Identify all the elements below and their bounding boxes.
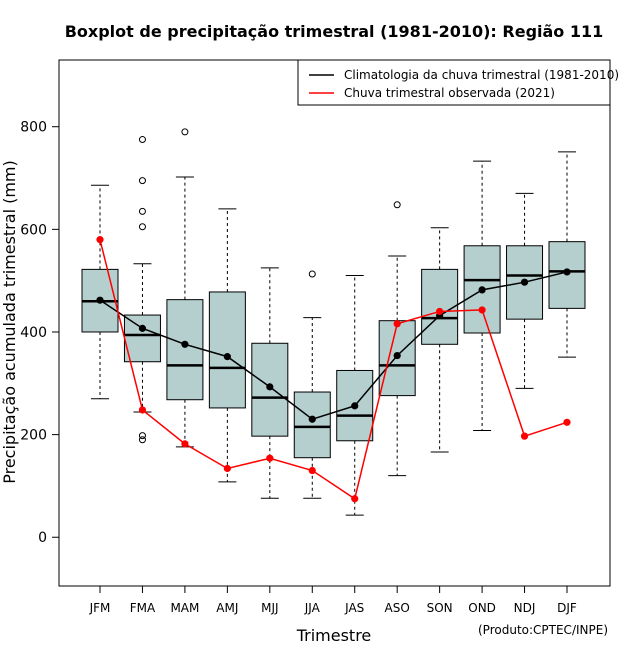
x-tick-label: MJJ [261, 601, 278, 615]
box-son [421, 227, 459, 453]
box-mam [166, 128, 204, 448]
box-ond [463, 160, 501, 432]
y-tick-label: 200 [20, 428, 47, 444]
series-point-observed [393, 320, 401, 328]
outlier-point [181, 128, 189, 136]
x-axis-label: Trimestre [296, 626, 372, 645]
outlier-point [138, 223, 146, 231]
y-tick-label: 600 [20, 222, 47, 238]
series-point-climatology [351, 402, 359, 410]
legend: Climatologia da chuva trimestral (1981-2… [297, 59, 619, 106]
x-tick-label: MAM [170, 601, 199, 615]
series-point-climatology [138, 324, 147, 332]
x-tick-label: ASO [385, 601, 410, 615]
box-ndj [506, 192, 544, 389]
series-point-climatology [308, 415, 316, 423]
series-point-observed [478, 306, 486, 314]
outlier-point [138, 432, 146, 440]
series-point-observed [181, 440, 189, 448]
box-aso [378, 201, 416, 477]
series-lines [96, 236, 571, 503]
chart-title: Boxplot de precipitação trimestral (1981… [65, 22, 604, 41]
outlier-point [393, 201, 401, 209]
series-point-observed [96, 236, 104, 244]
box-iqr [123, 314, 161, 363]
x-tick-label: JAS [344, 601, 364, 615]
series-line-observed [99, 239, 568, 500]
series-point-climatology [478, 286, 486, 294]
series-point-climatology [181, 340, 189, 348]
legend-label-observed: Chuva trimestral observada (2021) [344, 86, 555, 100]
x-tick-label: JFM [89, 601, 111, 615]
x-tick-label: DJF [557, 601, 577, 615]
y-tick-label: 800 [20, 120, 47, 136]
series-point-climatology [266, 383, 274, 391]
series-point-observed [223, 464, 231, 473]
x-tick-label: NDJ [514, 601, 536, 615]
box-iqr [421, 268, 459, 345]
series-point-climatology [520, 278, 529, 286]
series-point-climatology [96, 296, 104, 304]
legend-box [297, 59, 611, 106]
y-axis-label: Precipitação acumulada trimestral (mm) [0, 160, 19, 484]
series-point-observed [351, 495, 359, 503]
x-tick-label: OND [468, 601, 496, 615]
outlier-point [138, 207, 146, 215]
x-tick-label: SON [427, 601, 453, 615]
y-tick-label: 400 [20, 325, 47, 341]
series-point-observed [520, 432, 529, 440]
box-fma [123, 136, 161, 444]
box-group [81, 128, 586, 516]
box-djf [548, 151, 586, 358]
outlier-point [138, 136, 146, 144]
box-jja [293, 270, 331, 499]
box-iqr [208, 291, 246, 409]
series-point-observed [138, 406, 147, 414]
box-jas [336, 275, 374, 516]
box-amj [208, 208, 246, 483]
x-tick-label: FMA [130, 601, 156, 615]
series-point-observed [563, 418, 571, 426]
outlier-point [138, 436, 146, 444]
x-tick-label: JJA [304, 601, 321, 615]
product-credit: (Produto:CPTEC/INPE) [478, 623, 608, 637]
y-tick-label: 0 [38, 530, 47, 546]
series-point-observed [436, 307, 444, 316]
outlier-point [138, 177, 146, 185]
series-point-observed [308, 466, 316, 475]
legend-label-climatology: Climatologia da chuva trimestral (1981-2… [344, 68, 619, 82]
x-axis: JFM FMA MAM AMJ MJJ JJA JAS ASO SON OND NDJ DJF [89, 586, 577, 615]
outlier-point [308, 270, 316, 278]
series-point-climatology [223, 353, 231, 361]
box-iqr [166, 299, 204, 401]
box-iqr [293, 391, 331, 459]
box-mjj [251, 267, 289, 499]
series-point-climatology [563, 268, 571, 276]
series-point-observed [266, 454, 274, 462]
series-line-climatology [99, 271, 568, 421]
y-axis: 0 200 400 600 800 [20, 120, 59, 546]
x-tick-label: AMJ [216, 601, 238, 615]
series-point-climatology [393, 351, 401, 360]
